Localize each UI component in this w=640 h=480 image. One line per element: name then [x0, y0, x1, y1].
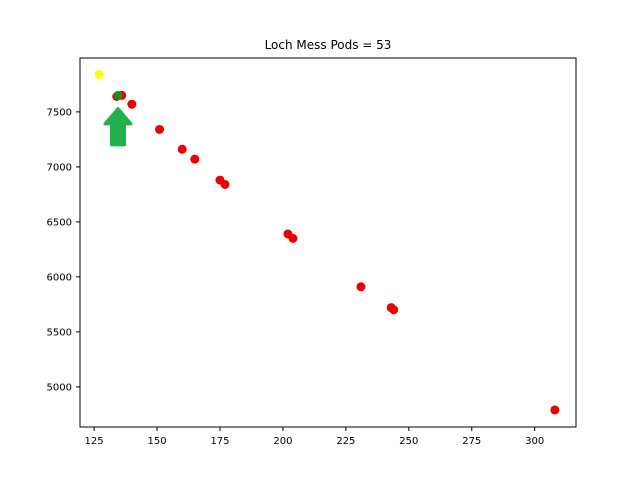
- x-tick-label: 150: [147, 436, 166, 447]
- data-points: [94, 69, 560, 415]
- y-tick-label: 5000: [47, 382, 72, 393]
- data-point: [550, 405, 560, 415]
- data-point: [190, 154, 200, 164]
- x-tick-label: 125: [85, 436, 104, 447]
- data-point: [113, 90, 123, 100]
- x-tick-label: 200: [273, 436, 292, 447]
- x-tick-label: 225: [336, 436, 355, 447]
- y-tick-label: 7000: [47, 162, 72, 173]
- chart-title: Loch Mess Pods = 53: [265, 38, 392, 52]
- x-tick-label: 300: [525, 436, 544, 447]
- plot-area-frame: [79, 57, 577, 428]
- data-point: [177, 144, 187, 154]
- y-tick-label: 5500: [47, 327, 72, 338]
- x-tick-label: 275: [462, 436, 481, 447]
- x-axis: 125 150 175 200 225 250 275 300: [85, 427, 544, 447]
- data-point: [288, 233, 298, 243]
- x-tick-label: 250: [399, 436, 418, 447]
- data-point: [356, 282, 366, 292]
- y-tick-label: 6000: [47, 272, 72, 283]
- arrow-annotation: [103, 107, 133, 147]
- data-point: [94, 69, 104, 79]
- data-point: [389, 305, 399, 315]
- data-point: [220, 179, 230, 189]
- data-point: [155, 124, 165, 134]
- data-point: [127, 99, 137, 109]
- x-tick-label: 175: [210, 436, 229, 447]
- annotations: [103, 107, 133, 147]
- y-tick-label: 6500: [47, 217, 72, 228]
- y-tick-label: 7500: [47, 107, 72, 118]
- y-axis: 5000 5500 6000 6500 7000 7500: [47, 107, 80, 393]
